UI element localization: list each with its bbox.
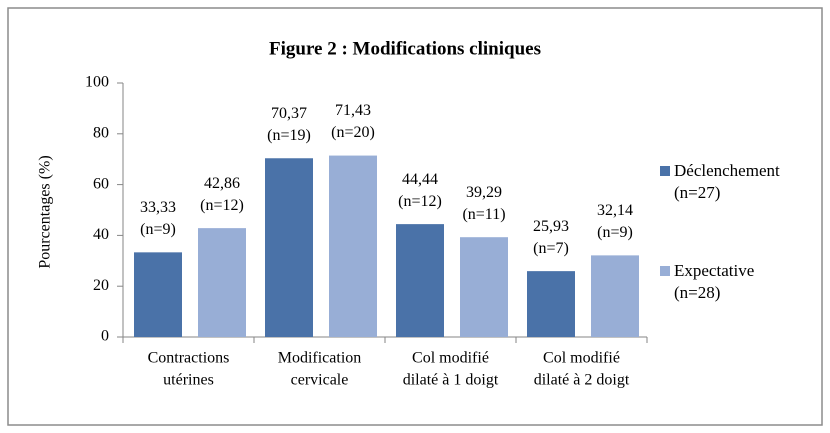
bar <box>591 255 639 337</box>
x-tick-label: Modification <box>278 350 362 367</box>
bar <box>527 271 575 337</box>
value-label: 44,44 <box>402 171 438 188</box>
chart-title: Figure 2 : Modifications cliniques <box>269 38 541 59</box>
y-tick-label: 60 <box>93 175 109 192</box>
value-label: (n=9) <box>140 221 176 238</box>
y-axis-label: Pourcentages (%) <box>37 155 54 268</box>
value-label: 25,93 <box>533 218 569 235</box>
value-label: 71,43 <box>335 102 371 119</box>
y-tick-label: 20 <box>93 277 109 294</box>
x-tick-label: dilaté à 1 doigt <box>403 372 499 389</box>
bar <box>460 237 508 337</box>
value-label: (n=20) <box>331 124 375 141</box>
bar <box>329 155 377 337</box>
legend-label: Déclenchement (n=27) <box>674 161 780 202</box>
legend-swatch <box>660 266 670 276</box>
value-label: 32,14 <box>597 202 633 219</box>
value-label: 70,37 <box>271 105 307 122</box>
x-tick-label: Contractions <box>148 350 230 367</box>
bar <box>396 224 444 337</box>
x-tick-label: utérines <box>163 372 214 389</box>
bar <box>134 252 182 337</box>
bar <box>265 158 313 337</box>
x-tick-label: cervicale <box>291 372 349 389</box>
y-tick-label: 80 <box>93 124 109 141</box>
value-label: (n=11) <box>462 206 505 223</box>
x-tick-label: dilaté à 2 doigt <box>534 372 630 389</box>
value-label: (n=19) <box>267 127 311 144</box>
x-tick-label: Col modifié <box>543 350 620 367</box>
value-label: (n=7) <box>533 240 569 257</box>
value-label: 42,86 <box>204 175 240 192</box>
value-label: 33,33 <box>140 199 176 216</box>
legend-swatch <box>660 166 670 176</box>
bar <box>198 228 246 337</box>
y-tick-label: 0 <box>101 328 109 345</box>
y-tick-label: 100 <box>85 74 109 91</box>
value-label: (n=9) <box>597 224 633 241</box>
chart-border <box>7 7 823 426</box>
value-label: (n=12) <box>398 193 442 210</box>
value-label: (n=12) <box>200 197 244 214</box>
value-label: 39,29 <box>466 184 502 201</box>
x-tick-label: Col modifié <box>412 350 489 367</box>
y-tick-label: 40 <box>93 226 109 243</box>
legend-label: Expectative (n=28) <box>674 261 755 302</box>
